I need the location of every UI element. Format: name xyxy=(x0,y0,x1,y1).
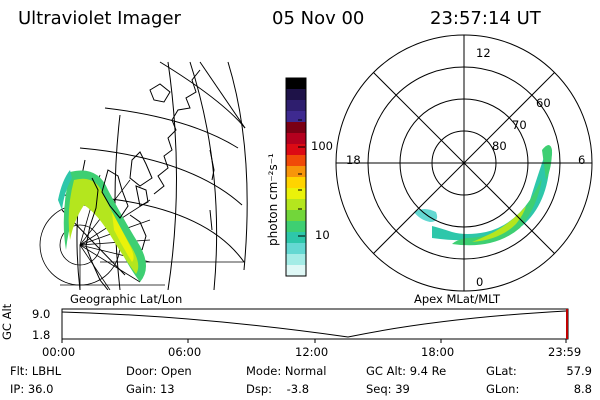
filter-info: Flt: LBHL xyxy=(10,364,62,378)
mlt-label-6: 6 xyxy=(578,153,586,167)
door-info: Door: Open xyxy=(126,364,192,378)
glat-label: GLat: xyxy=(486,364,517,378)
timeline-tick-1200: 12:00 xyxy=(295,345,329,359)
timeline-y-max: 9.0 xyxy=(32,307,51,321)
altitude-timeline xyxy=(61,308,569,343)
time-label: 23:57:14 UT xyxy=(430,8,541,29)
polar-panel-label: Apex MLat/MLT xyxy=(414,292,501,306)
geo-aurora xyxy=(58,170,146,282)
colorbar-band xyxy=(286,144,306,156)
mode-info: Mode: Normal xyxy=(246,364,327,378)
colorbar-band xyxy=(286,177,306,189)
polar-plot xyxy=(335,34,593,292)
colorbar-band xyxy=(286,122,306,134)
timeline-tick-0000: 00:00 xyxy=(42,345,76,359)
colorbar-band xyxy=(286,155,306,167)
polar-aurora xyxy=(414,145,553,246)
colorbar-tick-10: 10 xyxy=(315,228,330,242)
dsp-info: Dsp: -3.8 xyxy=(246,382,310,396)
timeline-tick-2359: 23:59 xyxy=(548,345,582,359)
seq-info: Seq: 39 xyxy=(366,382,410,396)
lat-label-70: 70 xyxy=(512,118,527,132)
glon-label: GLon: xyxy=(486,382,520,396)
colorbar-band xyxy=(286,232,306,244)
glat-value: 57.9 xyxy=(566,364,592,378)
gc-alt-info: GC Alt: 9.4 Re xyxy=(366,364,447,378)
colorbar-band xyxy=(286,100,306,112)
colorbar-band xyxy=(286,254,306,266)
colorbar-band xyxy=(286,243,306,255)
colorbar-band xyxy=(286,111,306,123)
mlt-label-18: 18 xyxy=(346,153,361,167)
colorbar-band xyxy=(286,133,306,145)
colorbar xyxy=(285,77,307,277)
colorbar-band xyxy=(286,199,306,211)
geo-panel-label: Geographic Lat/Lon xyxy=(70,292,183,306)
ip-info: IP: 36.0 xyxy=(10,382,54,396)
mlt-label-0: 0 xyxy=(476,275,484,289)
date-label: 05 Nov 00 xyxy=(272,8,365,29)
gain-info: Gain: 13 xyxy=(126,382,175,396)
colorbar-tick-100: 100 xyxy=(311,139,333,153)
colorbar-band xyxy=(286,210,306,222)
colorbar-band xyxy=(286,89,306,101)
colorbar-band xyxy=(286,166,306,178)
timeline-tick-1800: 18:00 xyxy=(421,345,455,359)
geographic-map xyxy=(39,61,248,290)
colorbar-band xyxy=(286,78,306,90)
colorbar-band xyxy=(286,188,306,200)
timeline-tick-0600: 06:00 xyxy=(168,345,202,359)
colorbar-ticks xyxy=(298,119,305,237)
lat-label-80: 80 xyxy=(492,139,507,153)
colorbar-band xyxy=(286,221,306,233)
colorbar-band xyxy=(286,265,306,277)
colorbar-frame xyxy=(285,77,307,277)
colorbar-unit-label: photon cm⁻²s⁻¹ xyxy=(266,153,280,246)
timeline-y-min: 1.8 xyxy=(32,328,51,342)
glon-value: 8.8 xyxy=(573,382,592,396)
instrument-title: Ultraviolet Imager xyxy=(18,8,181,29)
lat-label-60: 60 xyxy=(536,96,551,110)
mlt-label-12: 12 xyxy=(476,46,491,60)
